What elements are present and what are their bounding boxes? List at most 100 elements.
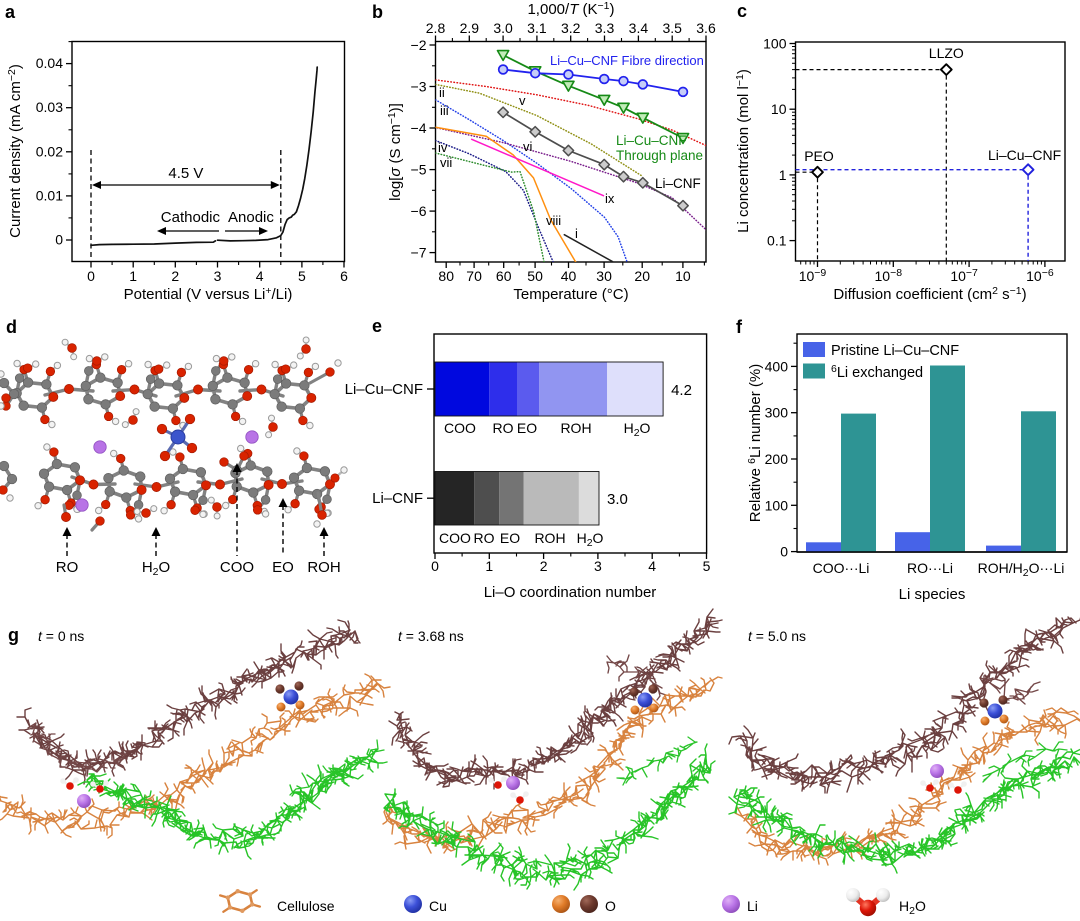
svg-text:−2: −2 xyxy=(411,37,427,53)
svg-text:ROH: ROH xyxy=(534,530,565,546)
svg-text:0.01: 0.01 xyxy=(36,187,63,203)
svg-text:PEO: PEO xyxy=(804,148,834,164)
svg-text:10−6: 10−6 xyxy=(1026,267,1054,284)
svg-text:iv: iv xyxy=(438,140,448,155)
svg-text:5: 5 xyxy=(298,268,306,284)
svg-text:100: 100 xyxy=(763,36,787,52)
svg-text:COO: COO xyxy=(439,530,471,546)
svg-text:1: 1 xyxy=(779,167,787,183)
svg-text:Relative 6Li number (%): Relative 6Li number (%) xyxy=(746,364,764,522)
svg-text:f: f xyxy=(736,317,743,337)
svg-text:Li–Cu–CNF: Li–Cu–CNF xyxy=(345,381,423,398)
svg-text:0.04: 0.04 xyxy=(36,55,63,71)
svg-text:e: e xyxy=(372,316,382,336)
svg-text:100: 100 xyxy=(765,497,789,513)
svg-text:80: 80 xyxy=(438,268,454,284)
svg-text:0.02: 0.02 xyxy=(36,143,63,159)
svg-text:40: 40 xyxy=(561,268,577,284)
svg-text:Pristine Li–Cu–CNF: Pristine Li–Cu–CNF xyxy=(831,343,959,359)
svg-text:−5: −5 xyxy=(411,162,427,178)
svg-text:i: i xyxy=(575,226,578,241)
svg-text:10−8: 10−8 xyxy=(875,267,903,284)
svg-text:3.0: 3.0 xyxy=(493,20,513,36)
svg-text:Anodic: Anodic xyxy=(228,209,274,226)
svg-text:ROH/H2O···Li: ROH/H2O···Li xyxy=(978,560,1065,579)
svg-text:Temperature (°C): Temperature (°C) xyxy=(513,286,628,303)
svg-text:b: b xyxy=(372,2,383,22)
svg-text:Li–O coordination number: Li–O coordination number xyxy=(484,584,657,601)
svg-text:Li–Cu–CNF Fibre direction: Li–Cu–CNF Fibre direction xyxy=(550,53,704,68)
svg-text:Li: Li xyxy=(747,898,758,914)
svg-text:t = 5.0 ns: t = 5.0 ns xyxy=(748,628,806,644)
svg-text:0: 0 xyxy=(780,544,788,560)
svg-text:0: 0 xyxy=(87,268,95,284)
svg-text:−4: −4 xyxy=(411,120,427,136)
svg-text:2.9: 2.9 xyxy=(460,20,480,36)
svg-text:g: g xyxy=(8,625,19,645)
svg-text:4: 4 xyxy=(648,558,656,574)
svg-text:3.3: 3.3 xyxy=(595,20,615,36)
svg-text:−7: −7 xyxy=(411,245,427,261)
svg-text:RO: RO xyxy=(493,420,514,436)
svg-text:t = 3.68 ns: t = 3.68 ns xyxy=(398,628,464,644)
svg-text:0.03: 0.03 xyxy=(36,99,63,115)
svg-text:COO···Li: COO···Li xyxy=(813,560,870,576)
svg-text:Li–CNF: Li–CNF xyxy=(655,176,701,191)
svg-text:20: 20 xyxy=(634,268,650,284)
svg-text:1: 1 xyxy=(485,558,493,574)
svg-text:d: d xyxy=(6,317,17,337)
svg-text:5: 5 xyxy=(703,558,711,574)
svg-text:3.6: 3.6 xyxy=(696,20,716,36)
svg-text:RO···Li: RO···Li xyxy=(907,560,953,576)
svg-text:EO: EO xyxy=(272,559,294,576)
svg-text:Cu: Cu xyxy=(429,898,447,914)
svg-text:0: 0 xyxy=(55,232,63,248)
svg-text:Li species: Li species xyxy=(899,586,966,603)
svg-text:Li concentration (mol l−1): Li concentration (mol l−1) xyxy=(734,69,752,233)
svg-text:H2O: H2O xyxy=(577,530,604,549)
svg-text:3: 3 xyxy=(594,558,602,574)
svg-text:EO: EO xyxy=(500,530,520,546)
svg-text:10−7: 10−7 xyxy=(950,267,978,284)
svg-text:v: v xyxy=(519,93,526,108)
svg-text:vii: vii xyxy=(440,155,452,170)
svg-text:Li–Cu–CNF: Li–Cu–CNF xyxy=(616,133,687,148)
svg-text:50: 50 xyxy=(527,268,543,284)
svg-text:3.0: 3.0 xyxy=(607,491,628,508)
svg-text:vi: vi xyxy=(523,139,533,154)
svg-text:300: 300 xyxy=(765,405,789,421)
svg-text:2: 2 xyxy=(171,268,179,284)
svg-text:Current density (mA cm−2): Current density (mA cm−2) xyxy=(6,64,24,238)
svg-text:−6: −6 xyxy=(411,203,427,219)
svg-text:RO: RO xyxy=(56,559,79,576)
svg-text:log[σ (S cm−1)]: log[σ (S cm−1)] xyxy=(386,103,404,201)
svg-text:Potential (V versus Li+/Li): Potential (V versus Li+/Li) xyxy=(124,285,293,303)
svg-text:70: 70 xyxy=(466,268,482,284)
svg-text:EO: EO xyxy=(517,420,537,436)
svg-text:200: 200 xyxy=(765,451,789,467)
svg-text:400: 400 xyxy=(765,358,789,374)
svg-text:Diffusion coefficient (cm2 s−1: Diffusion coefficient (cm2 s−1) xyxy=(833,285,1026,303)
svg-text:10: 10 xyxy=(675,268,691,284)
svg-text:0.1: 0.1 xyxy=(767,233,787,249)
svg-text:t = 0 ns: t = 0 ns xyxy=(38,628,84,644)
svg-text:LLZO: LLZO xyxy=(929,45,964,61)
svg-text:iii: iii xyxy=(440,103,449,118)
svg-text:H2O: H2O xyxy=(142,559,170,578)
svg-text:Through plane: Through plane xyxy=(616,148,703,163)
svg-text:30: 30 xyxy=(596,268,612,284)
svg-text:10: 10 xyxy=(771,101,787,117)
svg-text:viii: viii xyxy=(546,213,561,228)
svg-text:4.2: 4.2 xyxy=(671,382,692,399)
svg-text:4: 4 xyxy=(256,268,264,284)
svg-text:6Li exchanged: 6Li exchanged xyxy=(831,363,923,381)
svg-text:Li–CNF: Li–CNF xyxy=(372,490,423,507)
svg-text:−3: −3 xyxy=(411,79,427,95)
svg-text:COO: COO xyxy=(220,559,254,576)
svg-text:3.1: 3.1 xyxy=(527,20,547,36)
svg-text:2.8: 2.8 xyxy=(426,20,446,36)
svg-text:3.4: 3.4 xyxy=(629,20,649,36)
svg-text:2: 2 xyxy=(540,558,548,574)
svg-text:COO: COO xyxy=(444,420,476,436)
svg-text:RO: RO xyxy=(474,530,495,546)
